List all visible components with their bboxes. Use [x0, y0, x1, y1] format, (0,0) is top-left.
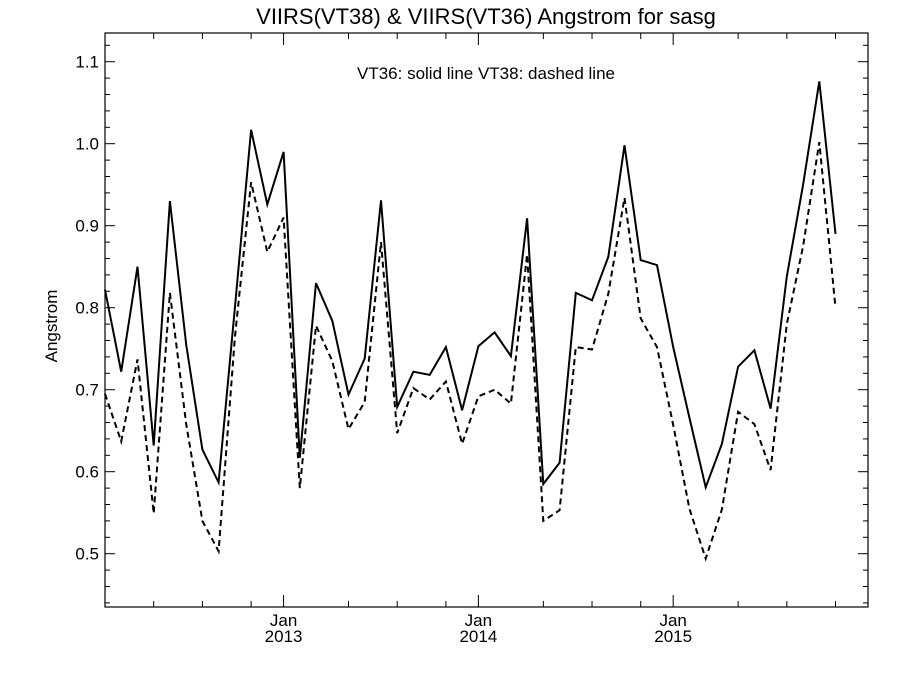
y-tick-label: 0.9 [75, 217, 99, 236]
y-tick-label: 1.1 [75, 53, 99, 72]
y-tick-label: 0.8 [75, 299, 99, 318]
plot-frame [104, 32, 869, 608]
legend-annotation: VT36: solid line VT38: dashed line [357, 64, 615, 83]
y-tick-label: 0.5 [75, 545, 99, 564]
x-tick-label-year: 2015 [654, 627, 692, 646]
series-vt36-line [104, 81, 837, 491]
plot-area [104, 81, 837, 562]
x-tick-label-month: Jan [270, 611, 297, 630]
y-tick-label: 0.7 [75, 381, 99, 400]
x-tick-label-year: 2014 [459, 627, 497, 646]
x-tick-label-month: Jan [659, 611, 686, 630]
series-vt38-line [104, 141, 837, 562]
y-axis-label: Angstrom [42, 290, 61, 363]
x-tick-label-year: 2013 [265, 627, 303, 646]
x-tick-label-month: Jan [465, 611, 492, 630]
y-tick-label: 1.0 [75, 135, 99, 154]
chart-title: VIIRS(VT38) & VIIRS(VT36) Angstrom for s… [256, 4, 716, 29]
axes: 0.50.60.70.80.91.01.1Jan2013Jan2014Jan20… [75, 32, 869, 646]
y-tick-label: 0.6 [75, 463, 99, 482]
